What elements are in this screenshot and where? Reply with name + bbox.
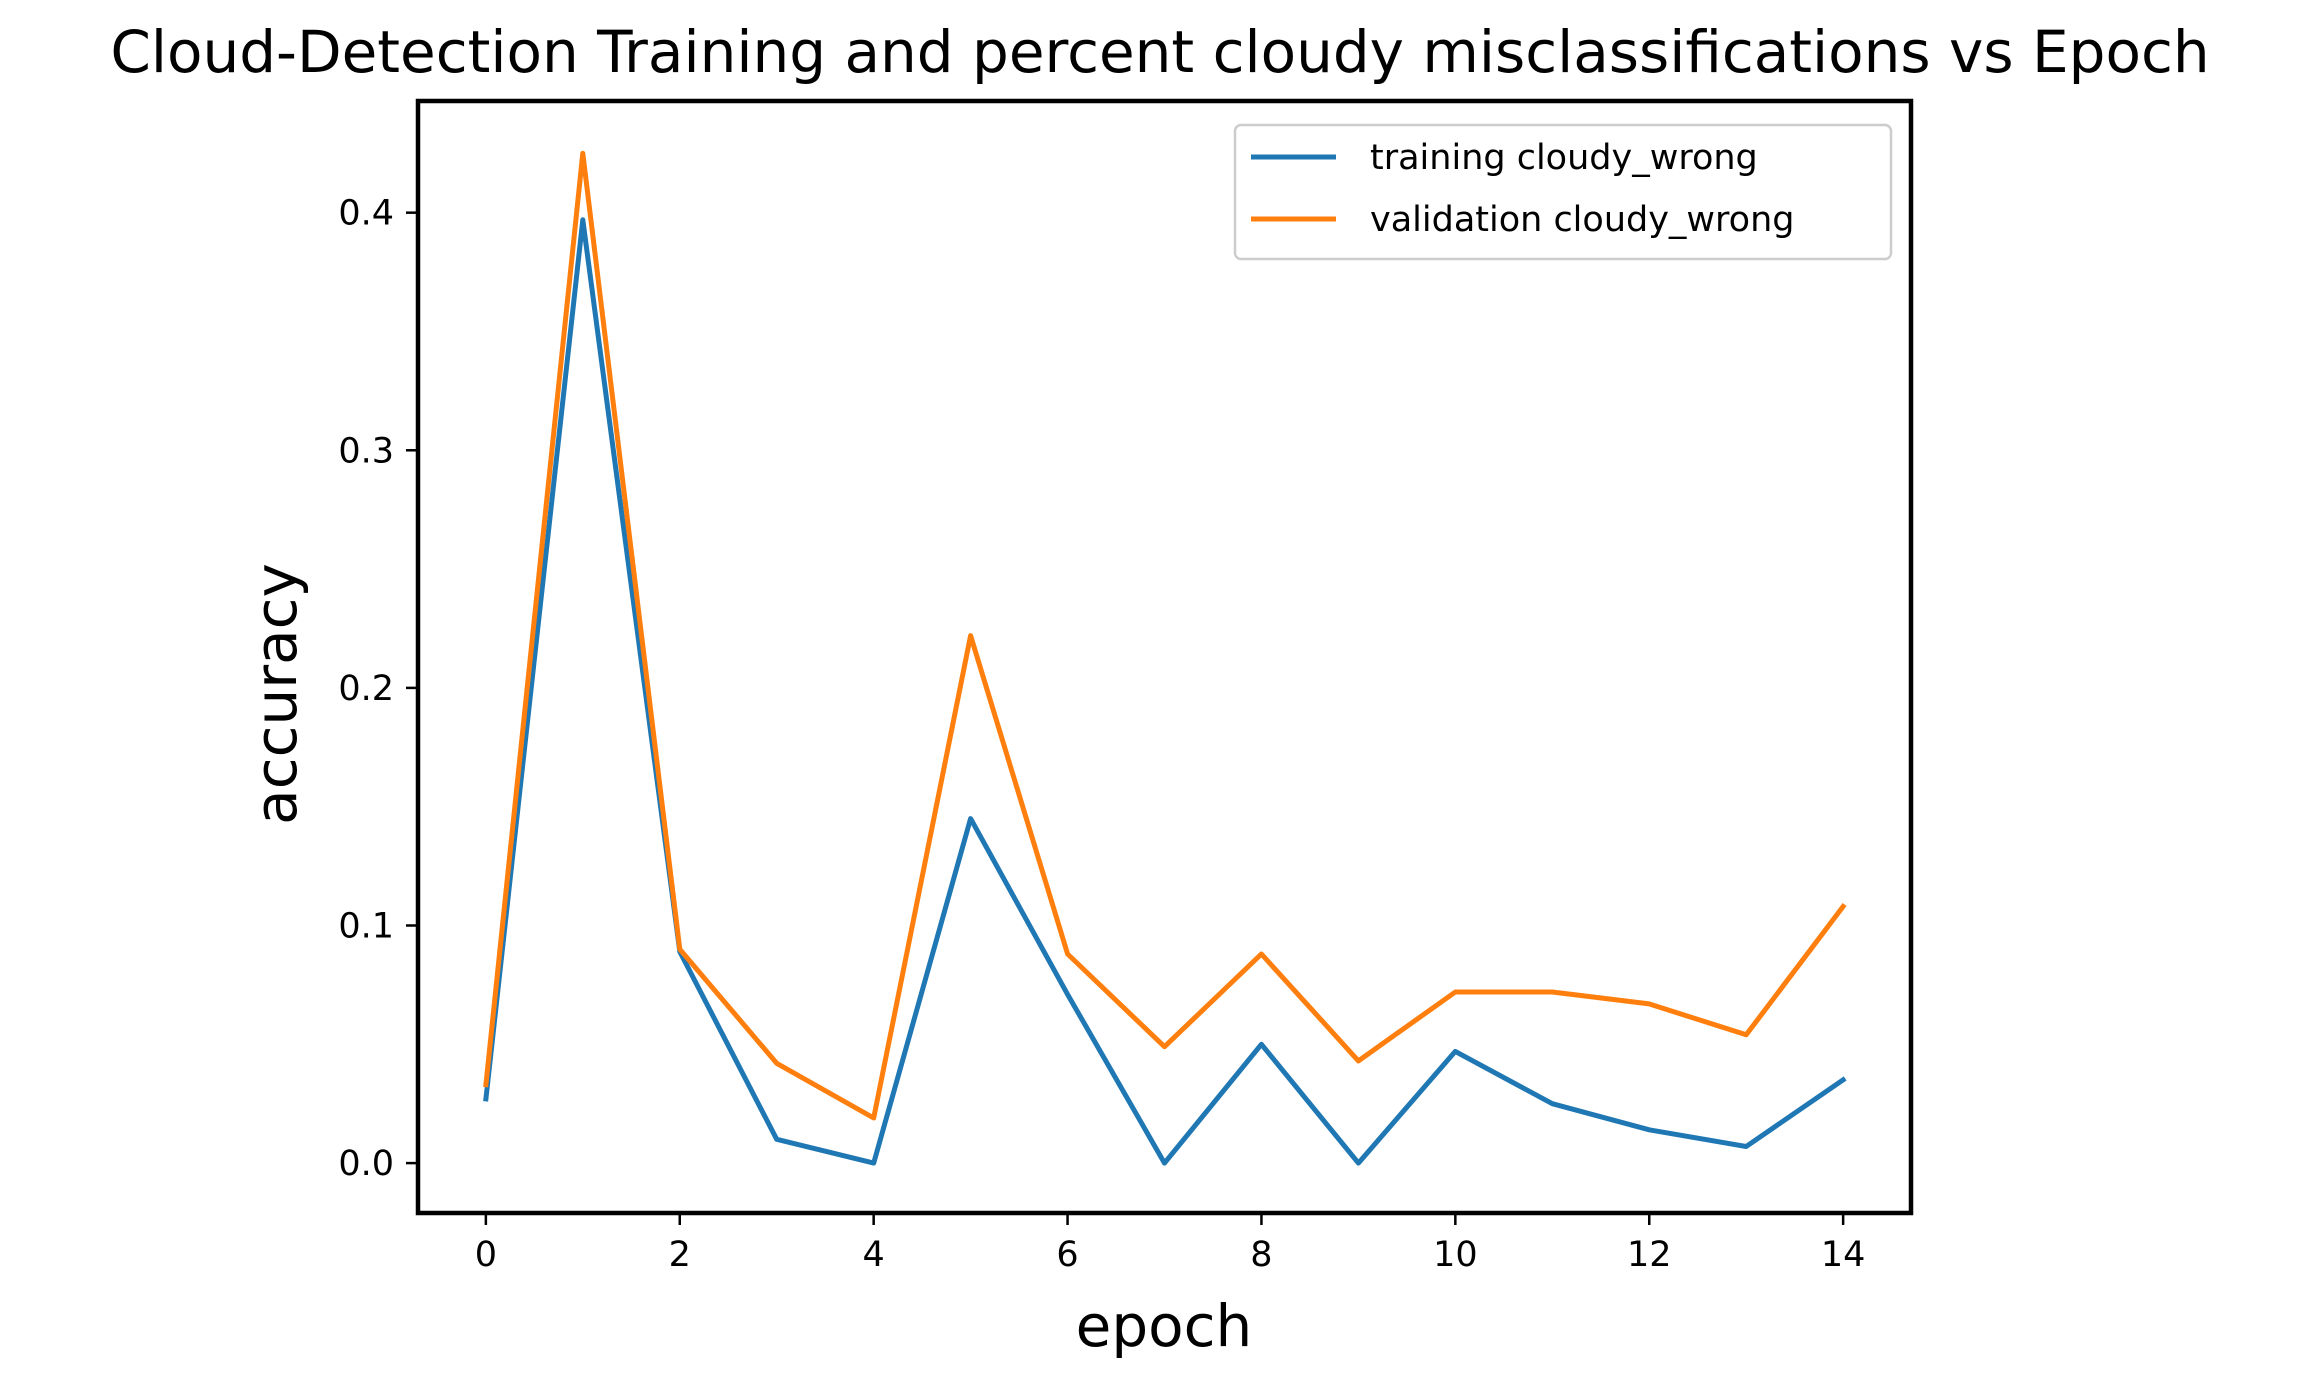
series-line-training bbox=[483, 217, 1847, 1166]
x-tick-label: 0 bbox=[475, 1235, 497, 1275]
x-axis-label: epoch bbox=[1076, 1292, 1253, 1360]
y-tick-label: 0.4 bbox=[338, 194, 394, 234]
y-tick-label: 0.0 bbox=[338, 1144, 394, 1184]
chart-title: Cloud-Detection Training and percent clo… bbox=[110, 18, 2209, 86]
plot-frame bbox=[415, 98, 1914, 1216]
x-tick-label: 4 bbox=[863, 1235, 885, 1275]
x-tick-label: 2 bbox=[669, 1235, 691, 1275]
plot-area: 0 2 4 6 8 10 12 14 0.0 0.1 0.2 0.3 0.4 bbox=[338, 98, 1914, 1275]
x-tick-label: 10 bbox=[1433, 1235, 1478, 1275]
legend-label-validation: validation cloudy_wrong bbox=[1370, 200, 1795, 240]
legend-label-training: training cloudy_wrong bbox=[1370, 138, 1758, 178]
legend: training cloudy_wrong validation cloudy_w… bbox=[1233, 123, 1893, 261]
y-tick-label: 0.3 bbox=[338, 431, 394, 471]
y-tick-label: 0.1 bbox=[338, 906, 394, 946]
x-tick-label: 8 bbox=[1250, 1235, 1272, 1275]
series-line-validation bbox=[483, 150, 1847, 1121]
y-axis-label: accuracy bbox=[242, 563, 310, 825]
x-tick-label: 12 bbox=[1627, 1235, 1672, 1275]
y-tick-label: 0.2 bbox=[338, 669, 394, 709]
x-tick-label: 6 bbox=[1056, 1235, 1078, 1275]
x-tick-label: 14 bbox=[1821, 1235, 1866, 1275]
legend-box bbox=[1233, 123, 1893, 261]
